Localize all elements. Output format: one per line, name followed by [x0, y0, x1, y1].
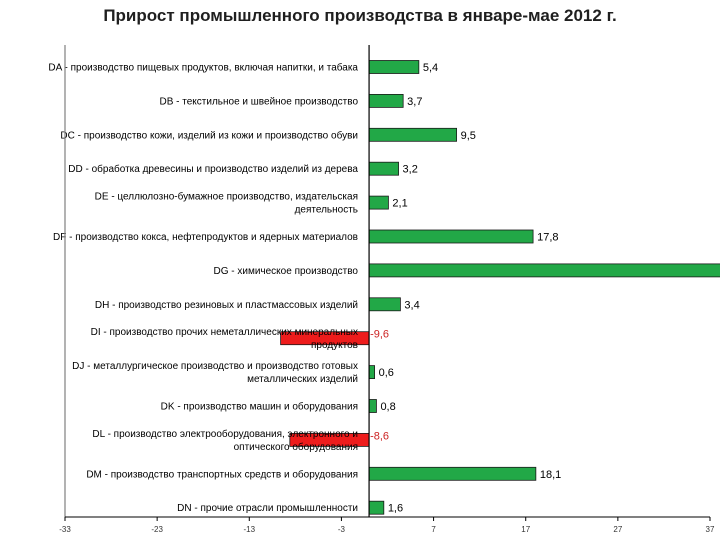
- x-tick-label: -13: [244, 525, 256, 534]
- bar: [368, 365, 376, 380]
- data-label: 0,6: [379, 367, 394, 379]
- bar: [368, 263, 720, 278]
- category-label: DL - производство электрооборудования, э…: [92, 428, 358, 440]
- category-label: DE - целлюлозно-бумажное производство, и…: [95, 191, 358, 203]
- category-label: DJ - металлургическое производство и про…: [72, 361, 358, 372]
- x-tick-label: -33: [59, 525, 71, 534]
- category-label: DM - производство транспортных средств и…: [86, 468, 358, 480]
- data-label: 1,6: [388, 503, 403, 515]
- x-tick-label: 17: [521, 525, 530, 534]
- x-tick-label: 7: [431, 525, 436, 534]
- bar: [368, 466, 537, 481]
- data-label: 3,4: [404, 299, 419, 311]
- data-label: 5,4: [423, 62, 438, 74]
- x-tick-label: -23: [151, 525, 163, 534]
- value-labels-layer: 5,4 3,7 9,5 3,2 2,1 17,8 3,4 -9,6 0,6 0,8 -8,6 18,1…: [370, 62, 561, 515]
- bar: [368, 229, 534, 244]
- data-label: -8,6: [370, 430, 389, 442]
- data-label: 0,8: [380, 401, 395, 413]
- bar: [368, 297, 401, 312]
- bar: [368, 127, 458, 142]
- data-label: 3,2: [403, 164, 418, 176]
- bar: [368, 195, 389, 210]
- category-label: DF - производство кокса, нефтепродуктов …: [53, 231, 358, 243]
- x-tick-label: 27: [613, 525, 622, 534]
- x-axis: -33 -23 -13 -3 7 17 27 37: [59, 45, 715, 534]
- category-label: DB - текстильное и швейное производство: [159, 96, 358, 107]
- bar: [368, 161, 399, 176]
- chart-title: Прирост промышленного производства в янв…: [103, 6, 617, 25]
- bar: [368, 94, 404, 108]
- x-tick-label: 37: [706, 525, 715, 534]
- data-label: 9,5: [461, 130, 476, 142]
- category-label: DC - производство кожи, изделий из кожи …: [60, 129, 358, 141]
- category-label: DH - производство резиновых и пластмассо…: [95, 300, 358, 311]
- data-label: 2,1: [392, 198, 407, 210]
- category-label: металлических изделий: [247, 374, 358, 385]
- data-label: -9,6: [370, 329, 389, 341]
- bar: [368, 399, 377, 413]
- category-label: DI - производство прочих неметаллических…: [91, 327, 358, 338]
- category-label: DA - производство пищевых продуктов, вкл…: [48, 62, 358, 74]
- category-label: DG - химическое производство: [213, 266, 358, 277]
- category-label: оптического оборудования: [234, 441, 358, 453]
- data-label: 18,1: [540, 469, 561, 481]
- data-label: 3,7: [407, 96, 422, 108]
- bars-layer: [280, 60, 720, 515]
- category-label: деятельность: [295, 205, 358, 216]
- category-label: DN - прочие отрасли промышленности: [177, 503, 358, 514]
- bar: [368, 60, 420, 74]
- data-label: 17,8: [537, 232, 558, 244]
- x-tick-label: -3: [338, 525, 346, 534]
- bar: [368, 500, 385, 515]
- category-label: DD - обработка древесины и производство …: [68, 163, 358, 175]
- category-labels-layer: DA - производство пищевых продуктов, вкл…: [48, 62, 358, 515]
- category-label: продуктов: [311, 340, 358, 351]
- category-label: DK - производство машин и оборудования: [161, 401, 358, 413]
